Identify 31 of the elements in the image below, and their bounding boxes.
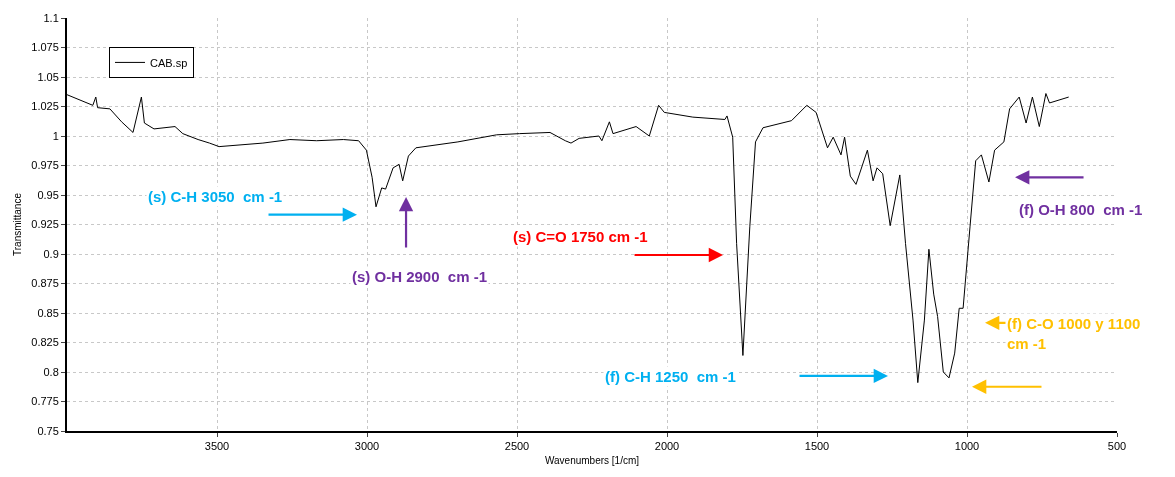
annotation: (f) C-H 1250 cm -1 [605,368,736,385]
x-tick-label: 1500 [804,440,830,453]
x-axis-title: Wavenumbers [1/cm] [544,455,640,467]
y-tick-label: 0.975 [31,159,59,172]
x-tick-label: 2500 [504,440,530,453]
x-tick-label: 1000 [954,440,980,453]
annotation: (s) C=O 1750 cm -1 [513,228,648,245]
y-tick-label: 0.85 [37,306,59,319]
x-tick-label: 2000 [654,440,680,453]
y-tick-label: 0.825 [31,336,59,349]
x-tick-label: 3000 [354,440,380,453]
y-tick-label: 0.775 [31,395,59,408]
y-tick-label: 1.1 [43,11,59,24]
y-tick-label: 1.05 [37,70,59,83]
legend-label: CAB.sp [150,56,188,69]
y-tick-label: 0.925 [31,218,59,231]
x-tick-label: 3500 [204,440,230,453]
y-tick-label: 1 [52,129,59,142]
y-tick-label: 0.75 [37,424,59,437]
annotation: (f) C-O 1000 y 1100 cm -1 [1007,315,1141,352]
annotation: (f) O-H 800 cm -1 [1019,201,1143,218]
y-tick-label: 0.875 [31,277,59,290]
y-tick-label: 1.025 [31,100,59,113]
y-tick-label: 0.8 [43,365,59,378]
x-tick-label: 500 [1107,440,1127,453]
y-tick-label: 0.95 [37,188,59,201]
annotation: (s) O-H 2900 cm -1 [352,268,488,285]
annotation: (s) C-H 3050 cm -1 [148,188,283,205]
y-tick-label: 0.9 [43,247,59,260]
y-tick-label: 1.075 [31,41,59,54]
y-axis-title: Transmittance [11,192,23,256]
